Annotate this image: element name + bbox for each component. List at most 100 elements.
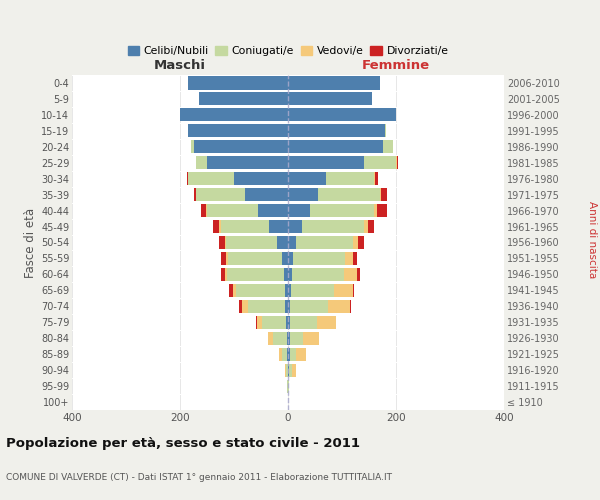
Bar xyxy=(288,220,302,233)
Bar xyxy=(290,316,317,329)
Bar xyxy=(188,172,234,185)
Bar xyxy=(382,188,387,201)
Bar xyxy=(288,300,290,313)
Bar xyxy=(288,156,364,170)
Bar xyxy=(288,284,290,297)
Bar xyxy=(288,316,290,329)
Bar xyxy=(193,140,288,153)
Bar xyxy=(256,316,257,329)
Bar xyxy=(191,140,193,153)
Bar xyxy=(374,172,376,185)
Bar xyxy=(288,204,310,217)
Bar xyxy=(233,284,236,297)
Bar xyxy=(288,124,385,138)
Bar xyxy=(296,236,353,249)
Bar xyxy=(353,236,358,249)
Text: Maschi: Maschi xyxy=(154,58,206,71)
Bar xyxy=(226,252,227,265)
Bar xyxy=(396,156,397,170)
Bar xyxy=(279,348,281,360)
Bar xyxy=(292,364,296,376)
Bar xyxy=(188,124,288,138)
Bar xyxy=(302,220,364,233)
Bar xyxy=(288,236,296,249)
Bar xyxy=(288,172,326,185)
Bar xyxy=(281,252,288,265)
Legend: Celibi/Nubili, Coniugati/e, Vedovi/e, Divorziati/e: Celibi/Nubili, Coniugati/e, Vedovi/e, Di… xyxy=(123,42,453,61)
Bar xyxy=(227,268,284,281)
Bar xyxy=(288,268,292,281)
Bar xyxy=(287,348,288,360)
Bar xyxy=(353,284,355,297)
Bar xyxy=(277,236,288,249)
Bar xyxy=(239,300,242,313)
Bar xyxy=(310,204,374,217)
Bar xyxy=(290,348,296,360)
Bar xyxy=(288,348,290,360)
Bar xyxy=(206,204,207,217)
Bar xyxy=(286,316,288,329)
Bar xyxy=(303,332,319,345)
Bar xyxy=(357,268,360,281)
Bar xyxy=(286,364,288,376)
Bar xyxy=(288,92,372,106)
Bar xyxy=(213,220,220,233)
Bar xyxy=(200,204,206,217)
Bar xyxy=(289,364,292,376)
Bar xyxy=(344,252,353,265)
Bar xyxy=(285,284,288,297)
Bar xyxy=(288,188,318,201)
Bar xyxy=(284,268,288,281)
Bar xyxy=(385,124,386,138)
Bar xyxy=(368,220,374,233)
Bar xyxy=(221,252,226,265)
Bar xyxy=(207,204,259,217)
Bar xyxy=(364,220,368,233)
Bar xyxy=(296,348,306,360)
Bar xyxy=(221,268,226,281)
Bar xyxy=(374,204,377,217)
Bar xyxy=(227,252,281,265)
Bar xyxy=(269,220,288,233)
Bar xyxy=(193,188,196,201)
Bar xyxy=(180,108,288,122)
Bar xyxy=(364,156,396,170)
Bar xyxy=(292,268,344,281)
Bar xyxy=(226,236,277,249)
Bar xyxy=(326,172,374,185)
Bar xyxy=(188,76,288,90)
Bar xyxy=(262,316,286,329)
Bar xyxy=(226,268,227,281)
Bar xyxy=(358,236,364,249)
Bar xyxy=(268,332,274,345)
Bar xyxy=(207,156,288,170)
Bar xyxy=(288,76,380,90)
Bar xyxy=(196,156,207,170)
Bar xyxy=(383,140,394,153)
Bar xyxy=(220,220,221,233)
Text: Femmine: Femmine xyxy=(362,58,430,71)
Bar xyxy=(318,188,380,201)
Bar xyxy=(196,188,245,201)
Bar xyxy=(242,300,248,313)
Bar xyxy=(290,284,334,297)
Bar xyxy=(344,268,357,281)
Bar xyxy=(245,188,288,201)
Bar xyxy=(286,300,288,313)
Bar xyxy=(234,172,288,185)
Bar xyxy=(236,284,285,297)
Bar xyxy=(317,316,335,329)
Text: Popolazione per età, sesso e stato civile - 2011: Popolazione per età, sesso e stato civil… xyxy=(6,438,360,450)
Bar xyxy=(225,236,226,249)
Bar xyxy=(229,284,233,297)
Text: COMUNE DI VALVERDE (CT) - Dati ISTAT 1° gennaio 2011 - Elaborazione TUTTITALIA.I: COMUNE DI VALVERDE (CT) - Dati ISTAT 1° … xyxy=(6,472,392,482)
Bar xyxy=(380,188,382,201)
Bar xyxy=(288,364,289,376)
Bar xyxy=(334,284,353,297)
Bar xyxy=(353,252,357,265)
Bar xyxy=(274,332,287,345)
Bar xyxy=(199,92,288,106)
Bar xyxy=(221,220,269,233)
Bar xyxy=(376,172,378,185)
Bar xyxy=(293,252,344,265)
